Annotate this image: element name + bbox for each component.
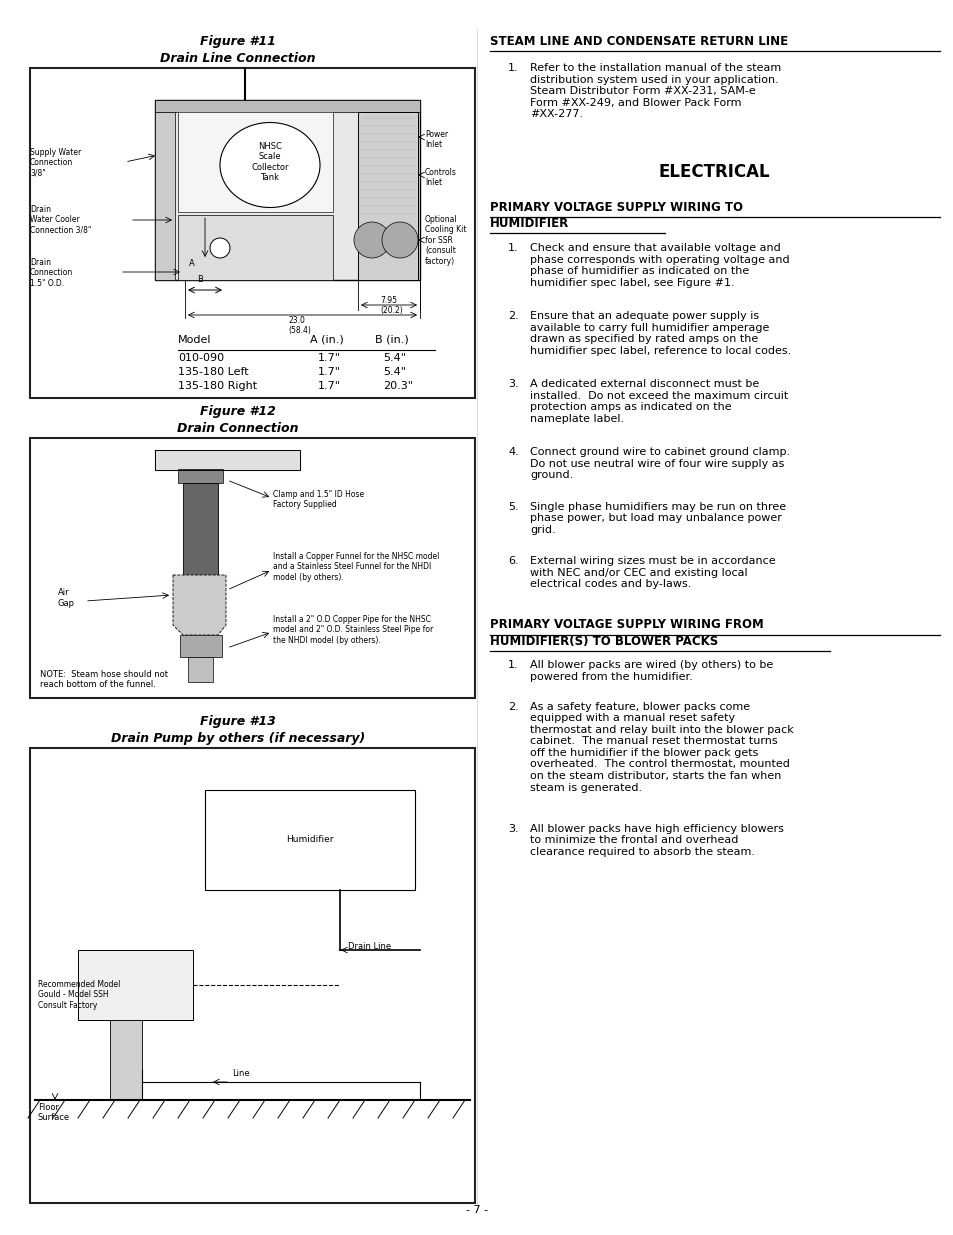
Text: Optional
Cooling Kit
for SSR
(consult
factory): Optional Cooling Kit for SSR (consult fa… (424, 215, 466, 266)
Text: Line: Line (232, 1070, 250, 1078)
Text: 5.4": 5.4" (382, 367, 406, 377)
Text: B (in.): B (in.) (375, 335, 408, 345)
Text: 1.: 1. (507, 63, 518, 73)
Text: Refer to the installation manual of the steam
distribution system used in your a: Refer to the installation manual of the … (530, 63, 781, 120)
Bar (178, 112, 333, 212)
Bar (30, 68, 475, 398)
Text: 3.: 3. (507, 824, 518, 834)
Text: 1.7": 1.7" (317, 367, 340, 377)
Bar (30, 438, 475, 698)
Ellipse shape (220, 122, 319, 207)
Bar (154, 100, 419, 112)
Bar (154, 112, 174, 280)
Text: As a safety feature, blower packs come
equipped with a manual reset safety
therm: As a safety feature, blower packs come e… (530, 701, 793, 793)
Text: 2.: 2. (507, 701, 518, 711)
Text: Air
Gap: Air Gap (58, 588, 75, 608)
Text: PRIMARY VOLTAGE SUPPLY WIRING TO: PRIMARY VOLTAGE SUPPLY WIRING TO (490, 201, 742, 214)
Text: 5.4": 5.4" (382, 353, 406, 363)
Text: HUMIDIFIER(S) TO BLOWER PACKS: HUMIDIFIER(S) TO BLOWER PACKS (490, 635, 718, 647)
Text: NOTE:  Steam hose should not
reach bottom of the funnel.: NOTE: Steam hose should not reach bottom… (40, 671, 168, 689)
Bar (78, 950, 193, 1020)
Text: Single phase humidifiers may be run on three
phase power, but load may unbalance: Single phase humidifiers may be run on t… (530, 501, 785, 535)
Text: 23.0
(58.4): 23.0 (58.4) (288, 316, 311, 336)
Text: 5.: 5. (507, 501, 518, 511)
Text: Install a 2" O.D Copper Pipe for the NHSC
model and 2" O.D. Stainless Steel Pipe: Install a 2" O.D Copper Pipe for the NHS… (273, 615, 433, 645)
Circle shape (191, 219, 203, 231)
Text: A dedicated external disconnect must be
installed.  Do not exceed the maximum ci: A dedicated external disconnect must be … (530, 379, 787, 424)
Text: 1.7": 1.7" (317, 353, 340, 363)
Text: Drain Line Connection: Drain Line Connection (160, 52, 315, 65)
Text: Humidifier: Humidifier (286, 836, 334, 845)
Bar (178, 469, 223, 483)
Bar (205, 790, 415, 890)
Circle shape (381, 222, 417, 258)
Polygon shape (172, 576, 226, 635)
Text: Figure #11: Figure #11 (200, 35, 275, 48)
Text: Controls
Inlet: Controls Inlet (424, 168, 456, 188)
Text: Supply Water
Connection
3/8": Supply Water Connection 3/8" (30, 148, 81, 178)
Bar (183, 483, 218, 578)
Text: 135-180 Right: 135-180 Right (178, 382, 257, 391)
Bar (180, 635, 222, 657)
Text: Floor
Surface: Floor Surface (38, 1103, 71, 1123)
Text: Ensure that an adequate power supply is
available to carry full humidifier amper: Ensure that an adequate power supply is … (530, 311, 790, 356)
Text: 1.: 1. (507, 661, 518, 671)
Text: Check and ensure that available voltage and
phase corresponds with operating vol: Check and ensure that available voltage … (530, 243, 789, 288)
Text: Drain
Water Cooler
Connection 3/8": Drain Water Cooler Connection 3/8" (30, 205, 91, 235)
Text: Figure #13: Figure #13 (200, 715, 275, 727)
Circle shape (354, 222, 390, 258)
Text: 20.3": 20.3" (382, 382, 413, 391)
Bar (110, 1020, 142, 1100)
Bar (188, 657, 213, 682)
Text: All blower packs have high efficiency blowers
to minimize the frontal and overhe: All blower packs have high efficiency bl… (530, 824, 783, 857)
Text: A (in.): A (in.) (310, 335, 343, 345)
Text: NHSC
Scale
Collector
Tank: NHSC Scale Collector Tank (251, 142, 289, 183)
Text: 6.: 6. (507, 556, 518, 566)
Text: External wiring sizes must be in accordance
with NEC and/or CEC and existing loc: External wiring sizes must be in accorda… (530, 556, 775, 589)
Text: Recommended Model
Gould - Model SSH
Consult Factory: Recommended Model Gould - Model SSH Cons… (38, 981, 120, 1010)
Text: - 7 -: - 7 - (465, 1205, 488, 1215)
Text: Drain Pump by others (if necessary): Drain Pump by others (if necessary) (111, 732, 365, 745)
Polygon shape (154, 450, 299, 471)
Text: 3.: 3. (507, 379, 518, 389)
Text: 4.: 4. (507, 447, 518, 457)
Text: Power
Inlet: Power Inlet (424, 130, 448, 149)
Bar (30, 748, 475, 1203)
Text: PRIMARY VOLTAGE SUPPLY WIRING FROM: PRIMARY VOLTAGE SUPPLY WIRING FROM (490, 619, 763, 631)
Circle shape (210, 238, 230, 258)
Bar (178, 215, 333, 280)
Text: STEAM LINE AND CONDENSATE RETURN LINE: STEAM LINE AND CONDENSATE RETURN LINE (490, 35, 787, 48)
Text: ELECTRICAL: ELECTRICAL (658, 163, 769, 182)
Text: 010-090: 010-090 (178, 353, 224, 363)
Text: Install a Copper Funnel for the NHSC model
and a Stainless Steel Funnel for the : Install a Copper Funnel for the NHSC mod… (273, 552, 439, 582)
Text: HUMIDIFIER: HUMIDIFIER (490, 217, 569, 230)
Text: 1.: 1. (507, 243, 518, 253)
Text: Model: Model (178, 335, 212, 345)
Text: 7.95
(20.2): 7.95 (20.2) (380, 296, 403, 315)
Text: Drain
Connection
1.5" O.D.: Drain Connection 1.5" O.D. (30, 258, 73, 288)
Text: 1.7": 1.7" (317, 382, 340, 391)
Bar (154, 100, 419, 280)
Text: A: A (189, 259, 194, 268)
Text: All blower packs are wired (by others) to be
powered from the humidifier.: All blower packs are wired (by others) t… (530, 661, 773, 682)
Text: Clamp and 1.5" ID Hose
Factory Supplied: Clamp and 1.5" ID Hose Factory Supplied (273, 490, 364, 509)
Text: Drain Connection: Drain Connection (177, 422, 298, 435)
Text: Drain Line: Drain Line (348, 942, 391, 951)
Text: B: B (197, 275, 203, 284)
Text: Figure #12: Figure #12 (200, 405, 275, 417)
Bar (357, 112, 417, 280)
Text: 135-180 Left: 135-180 Left (178, 367, 249, 377)
Text: Connect ground wire to cabinet ground clamp.
Do not use neutral wire of four wir: Connect ground wire to cabinet ground cl… (530, 447, 789, 480)
Text: 2.: 2. (507, 311, 518, 321)
